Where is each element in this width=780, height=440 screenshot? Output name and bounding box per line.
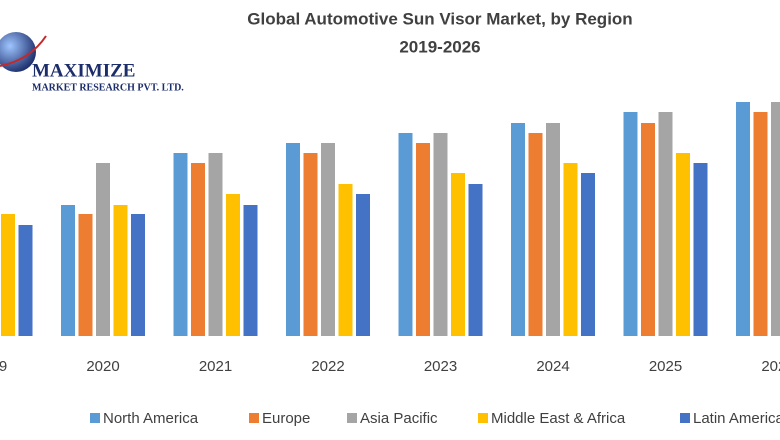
- logo-globe: [0, 32, 36, 72]
- logo: MAXIMIZE MARKET RESEARCH PVT. LTD.: [0, 32, 184, 93]
- bar: [208, 153, 223, 336]
- legend-label: Europe: [262, 410, 310, 427]
- bar: [398, 133, 413, 336]
- bar: [736, 102, 750, 336]
- logo-name: MAXIMIZE: [32, 60, 135, 81]
- bar: [693, 163, 708, 336]
- legend-swatch: [347, 413, 357, 423]
- legend-label: Middle East & Africa: [491, 410, 626, 427]
- x-tick-label: 2019: [0, 358, 7, 375]
- bar: [338, 184, 353, 336]
- bar: [563, 163, 578, 336]
- legend-swatch: [478, 413, 488, 423]
- bar: [243, 205, 258, 336]
- bar: [18, 225, 33, 336]
- x-tick-label: 2024: [536, 358, 569, 375]
- logo-tagline: MARKET RESEARCH PVT. LTD.: [32, 82, 184, 93]
- bar: [433, 133, 448, 336]
- legend-swatch: [249, 413, 259, 423]
- x-tick-label: 2023: [424, 358, 457, 375]
- bar: [61, 205, 75, 336]
- bar: [451, 173, 465, 336]
- bar: [303, 153, 318, 336]
- legend-swatch: [90, 413, 100, 423]
- bar: [191, 163, 205, 336]
- bar: [226, 194, 240, 336]
- bar: [676, 153, 690, 336]
- bar: [641, 123, 655, 336]
- x-tick-label: 2026: [761, 358, 780, 375]
- x-tick-label: 2020: [86, 358, 119, 375]
- chart-title: Global Automotive Sun Visor Market, by R…: [247, 9, 632, 28]
- bar: [528, 133, 543, 336]
- bar: [581, 173, 595, 336]
- bar: [1, 214, 15, 336]
- bar: [356, 194, 370, 336]
- bar: [286, 143, 300, 336]
- bar: [96, 163, 110, 336]
- chart-subtitle: 2019-2026: [399, 37, 480, 56]
- bar: [468, 184, 483, 336]
- bar: [131, 214, 145, 336]
- bar: [546, 123, 560, 336]
- bar: [173, 153, 188, 336]
- bar: [511, 123, 525, 336]
- legend-label: North America: [103, 410, 199, 427]
- x-tick-label: 2021: [199, 358, 232, 375]
- bar: [78, 214, 93, 336]
- legend-swatch: [680, 413, 690, 423]
- x-tick-label: 2025: [649, 358, 682, 375]
- bar: [658, 112, 673, 336]
- legend-label: Asia Pacific: [360, 410, 438, 427]
- bar: [416, 143, 430, 336]
- bar: [771, 102, 780, 336]
- bar: [321, 143, 335, 336]
- legend-label: Latin America: [693, 410, 780, 427]
- x-tick-label: 2022: [311, 358, 344, 375]
- logo-swoosh: [0, 35, 47, 67]
- bar: [623, 112, 638, 336]
- bar: [753, 112, 768, 336]
- bar: [113, 205, 128, 336]
